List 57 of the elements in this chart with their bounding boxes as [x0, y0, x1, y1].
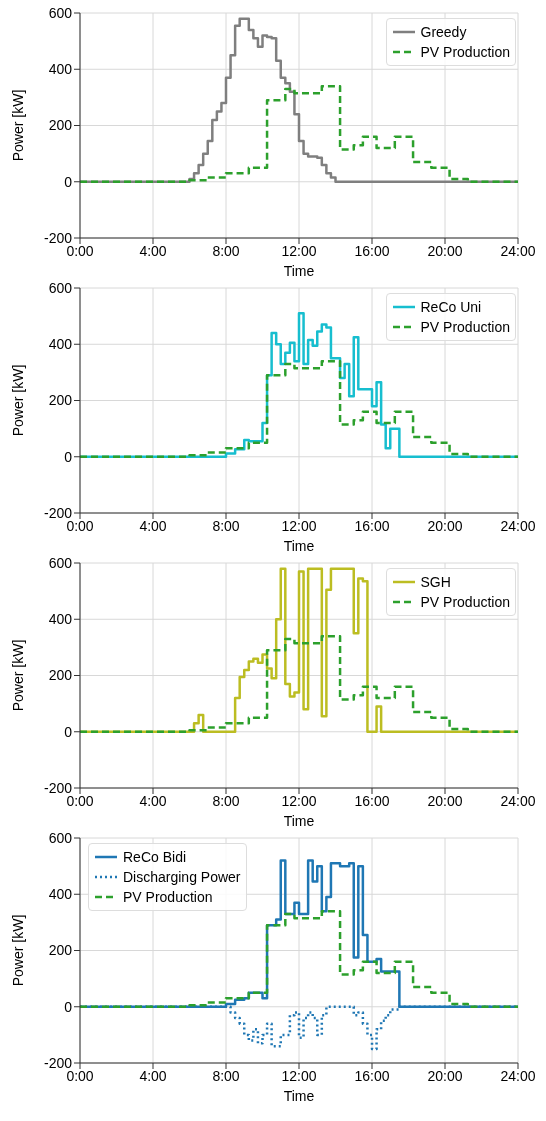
- y-tick-label: 0: [64, 448, 73, 465]
- x-axis-title: Time: [283, 1088, 315, 1104]
- x-tick-label: 16:00: [354, 792, 390, 809]
- y-tick-label: 0: [64, 723, 73, 740]
- y-axis-title: Power [kW]: [9, 914, 26, 987]
- y-tick-label: 600: [48, 829, 73, 846]
- x-tick-label: 20:00: [427, 792, 463, 809]
- x-tick-label: 12:00: [281, 517, 317, 534]
- x-tick-label: 24:00: [500, 792, 536, 809]
- y-tick-label: 600: [48, 279, 73, 296]
- y-axis-title: Power [kW]: [9, 364, 26, 437]
- legend-label: ReCo Bidi: [123, 848, 187, 867]
- y-tick-label: 0: [64, 173, 73, 190]
- x-tick-label: 12:00: [281, 1067, 317, 1084]
- x-tick-label: 8:00: [212, 1067, 240, 1084]
- x-axis-title: Time: [283, 263, 315, 279]
- legend-label: PV Production: [420, 43, 510, 62]
- y-tick-label: 400: [48, 336, 73, 353]
- x-tick-label: 20:00: [427, 517, 463, 534]
- x-tick-label: 4:00: [139, 242, 167, 259]
- legend-label: ReCo Uni: [420, 298, 482, 317]
- y-tick-label: 400: [48, 611, 73, 628]
- x-tick-label: 4:00: [139, 517, 167, 534]
- x-tick-label: 24:00: [500, 517, 536, 534]
- y-tick-label: 200: [48, 667, 73, 684]
- y-tick-label: 0: [64, 998, 73, 1015]
- x-tick-label: 20:00: [427, 242, 463, 259]
- x-axis-title: Time: [283, 538, 315, 554]
- x-tick-label: 20:00: [427, 1067, 463, 1084]
- x-tick-label: 8:00: [212, 517, 240, 534]
- x-tick-label: 12:00: [281, 242, 317, 259]
- legend-label: PV Production: [420, 318, 510, 337]
- legend-label: Greedy: [420, 23, 467, 42]
- y-tick-label: 400: [48, 886, 73, 903]
- x-tick-label: 4:00: [139, 792, 167, 809]
- y-tick-label: 600: [48, 4, 73, 21]
- x-tick-label: 16:00: [354, 242, 390, 259]
- y-axis-title: Power [kW]: [9, 89, 26, 162]
- x-tick-label: 4:00: [139, 1067, 167, 1084]
- legend-label: PV Production: [420, 593, 510, 612]
- x-tick-label: 24:00: [500, 1067, 536, 1084]
- x-tick-label: 12:00: [281, 792, 317, 809]
- legend-label: Discharging Power: [123, 868, 241, 887]
- y-tick-label: 400: [48, 61, 73, 78]
- x-axis-title: Time: [283, 813, 315, 829]
- x-tick-label: 8:00: [212, 792, 240, 809]
- y-axis-title: Power [kW]: [9, 639, 26, 712]
- x-tick-label: 24:00: [500, 242, 536, 259]
- y-tick-label: 600: [48, 554, 73, 571]
- y-tick-label: 200: [48, 392, 73, 409]
- y-tick-label: 200: [48, 942, 73, 959]
- x-tick-label: 16:00: [354, 1067, 390, 1084]
- legend-label: PV Production: [123, 888, 213, 907]
- x-tick-label: 16:00: [354, 517, 390, 534]
- legend-label: SGH: [420, 573, 451, 592]
- x-tick-label: 8:00: [212, 242, 240, 259]
- y-tick-label: 200: [48, 117, 73, 134]
